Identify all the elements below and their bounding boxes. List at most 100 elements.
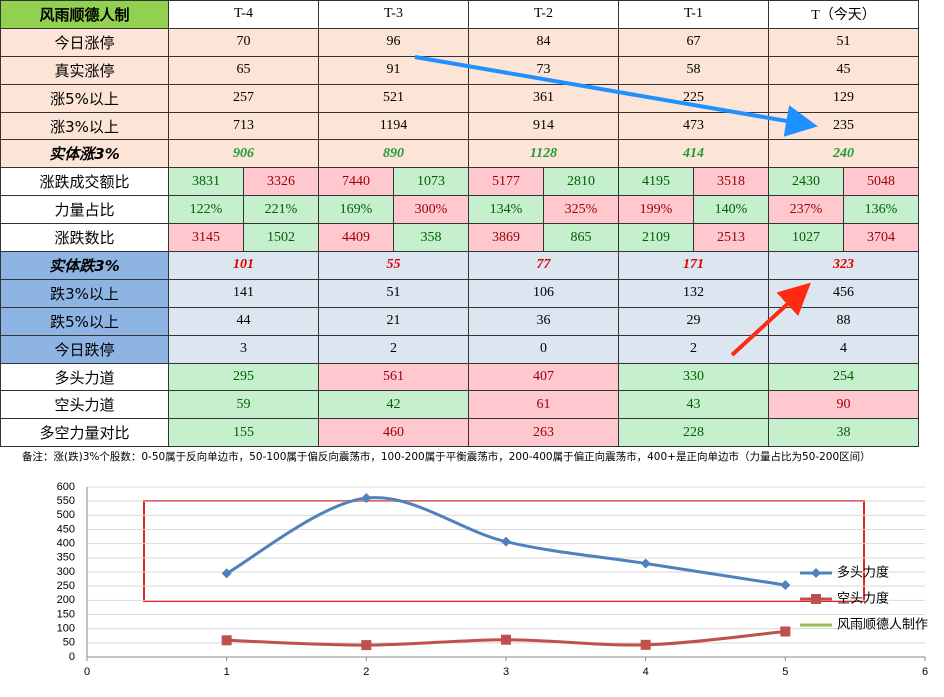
cell: 865 [543, 223, 619, 253]
y-tick-label: 350 [57, 552, 75, 564]
cell: 5177 [468, 167, 544, 197]
cell: 456 [768, 278, 919, 308]
row-label: 今日涨停 [0, 27, 169, 57]
row-label: 多空力量对比 [0, 418, 169, 448]
cell: 2 [318, 334, 469, 364]
cell: 561 [318, 362, 469, 392]
header-cell: T-3 [318, 0, 469, 29]
cell: 361 [468, 83, 619, 113]
y-tick-label: 150 [57, 608, 75, 620]
cell: 407 [468, 362, 619, 392]
cell: 4 [768, 334, 919, 364]
cell: 1128 [468, 139, 619, 169]
marker [640, 558, 651, 569]
cell: 199% [618, 195, 694, 225]
cell: 0 [468, 334, 619, 364]
cell: 323 [768, 251, 919, 280]
cell: 45 [768, 55, 919, 85]
cell: 84 [468, 27, 619, 57]
cell: 473 [618, 111, 769, 141]
cell: 122% [168, 195, 244, 225]
cell: 3 [168, 334, 319, 364]
marker [640, 639, 651, 650]
header-cell: T-4 [168, 0, 319, 29]
cell: 300% [393, 195, 469, 225]
cell: 237% [768, 195, 844, 225]
cell: 3145 [168, 223, 244, 253]
marker [221, 635, 232, 646]
cell: 2513 [693, 223, 769, 253]
cell: 4409 [318, 223, 394, 253]
cell: 460 [318, 418, 469, 448]
cell: 44 [168, 306, 319, 336]
cell: 141 [168, 278, 319, 308]
y-tick-label: 300 [57, 566, 75, 578]
row-label: 力量占比 [0, 195, 169, 225]
cell: 101 [168, 251, 319, 280]
row-label: 空头力道 [0, 390, 169, 420]
cell: 61 [468, 390, 619, 420]
cell: 96 [318, 27, 469, 57]
cell: 295 [168, 362, 319, 392]
row-label: 跌5%以上 [0, 306, 169, 336]
cell: 2109 [618, 223, 694, 253]
cell: 2430 [768, 167, 844, 197]
row-label: 涨3%以上 [0, 111, 169, 141]
cell: 65 [168, 55, 319, 85]
cell: 5048 [843, 167, 919, 197]
cell: 257 [168, 83, 319, 113]
cell: 3831 [168, 167, 244, 197]
cell: 155 [168, 418, 319, 448]
cell: 29 [618, 306, 769, 336]
cell: 58 [618, 55, 769, 85]
y-tick-label: 0 [69, 651, 75, 663]
legend-label: 多头力度 [837, 565, 889, 581]
cell: 43 [618, 390, 769, 420]
cell: 914 [468, 111, 619, 141]
y-tick-label: 100 [57, 623, 75, 635]
y-tick-label: 500 [57, 509, 75, 521]
y-tick-label: 450 [57, 523, 75, 535]
row-label: 实体涨3% [0, 139, 169, 169]
row-label: 真实涨停 [0, 55, 169, 85]
cell: 225 [618, 83, 769, 113]
cell: 240 [768, 139, 919, 169]
header-cell: 风雨顺德人制 [0, 0, 169, 29]
cell: 88 [768, 306, 919, 336]
note: 备注：涨(跌)3%个股数：0-50属于反向单边市，50-100属于偏反向震荡市，… [22, 451, 871, 463]
cell: 90 [768, 390, 919, 420]
cell: 3704 [843, 223, 919, 253]
row-label: 今日跌停 [0, 334, 169, 364]
cell: 2810 [543, 167, 619, 197]
cell: 73 [468, 55, 619, 85]
row-label: 跌3%以上 [0, 278, 169, 308]
y-tick-label: 550 [57, 495, 75, 507]
legend-marker [811, 568, 821, 578]
x-tick-label: 2 [363, 666, 369, 678]
marker [221, 568, 232, 579]
cell: 235 [768, 111, 919, 141]
row-label: 涨跌成交额比 [0, 167, 169, 197]
legend-label: 空头力度 [837, 591, 889, 607]
cell: 51 [318, 278, 469, 308]
data-table: 风雨顺德人制 T-4 T-3 T-2 T-1 T（今天） 今日涨停 70 96 84 67 51 真实涨… [0, 0, 919, 448]
cell: 51 [768, 27, 919, 57]
y-tick-label: 200 [57, 594, 75, 606]
cell: 134% [468, 195, 544, 225]
chart: 0 50 100 150 200 250 300 350 400 450 500 550 600 0 1 2 3… [57, 481, 928, 678]
cell: 890 [318, 139, 469, 169]
header-cell: T-2 [468, 0, 619, 29]
marker [361, 640, 372, 651]
cell: 330 [618, 362, 769, 392]
x-tick-label: 3 [503, 666, 509, 678]
marker [501, 536, 511, 547]
legend-marker [811, 594, 821, 604]
y-tick-label: 50 [63, 637, 75, 649]
header-cell: T（今天） [768, 0, 919, 29]
cell: 1027 [768, 223, 844, 253]
cell: 254 [768, 362, 919, 392]
cell: 7440 [318, 167, 394, 197]
cell: 136% [843, 195, 919, 225]
cell: 713 [168, 111, 319, 141]
